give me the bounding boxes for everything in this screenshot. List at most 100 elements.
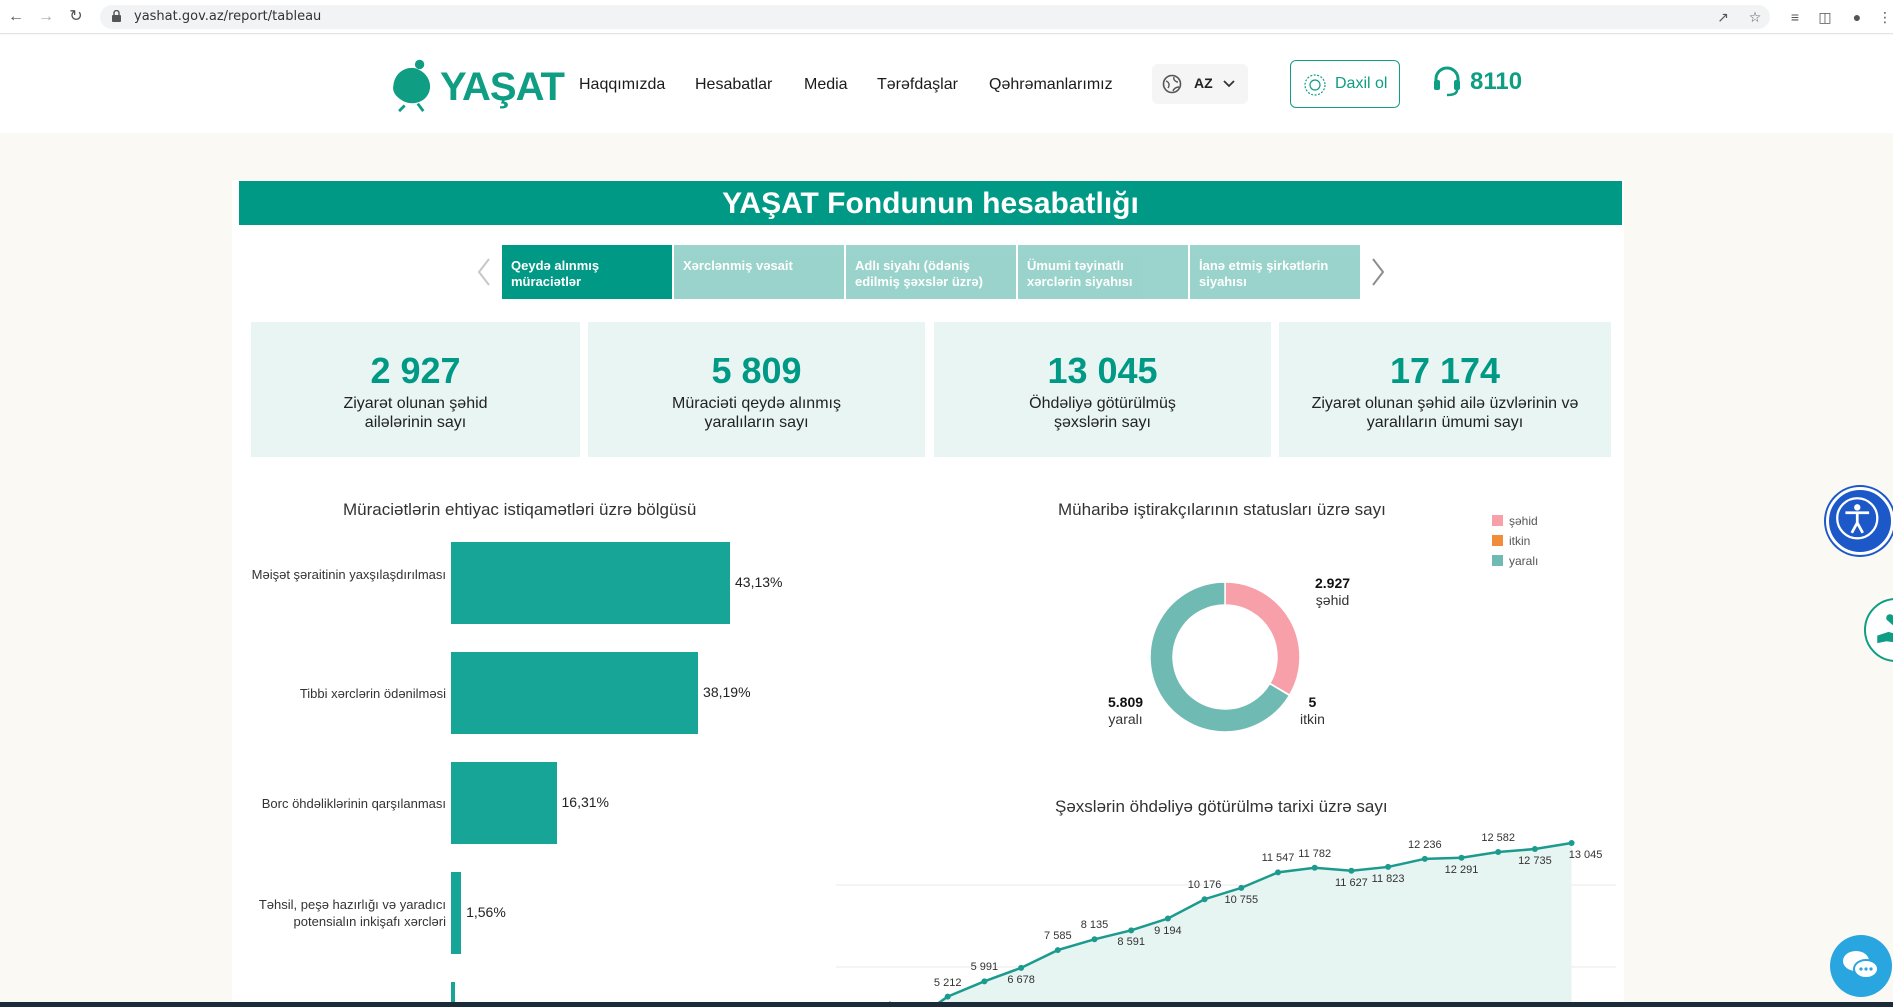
data-point[interactable] — [1018, 964, 1025, 971]
donut-category: şəhid — [1315, 592, 1350, 608]
nav-reports[interactable]: Hesabatlar — [695, 76, 773, 93]
legend-item[interactable]: itkin — [1492, 534, 1530, 548]
data-point[interactable] — [1458, 854, 1465, 861]
yasat-logo-icon[interactable] — [386, 55, 442, 115]
login-button[interactable]: Daxil ol — [1290, 60, 1400, 108]
address-bar[interactable] — [100, 5, 1770, 29]
series-line — [889, 841, 1572, 1002]
bar-value-label: 43,13% — [735, 574, 783, 590]
bar[interactable] — [451, 982, 455, 1002]
bar[interactable] — [451, 542, 730, 624]
data-label: 9 194 — [1154, 924, 1182, 937]
tab-donor-companies[interactable]: İanə etmiş şirkətlərin siyahısı — [1190, 245, 1360, 299]
data-point[interactable] — [1091, 936, 1098, 943]
login-label: Daxil ol — [1335, 75, 1388, 92]
chat-button[interactable] — [1830, 935, 1892, 997]
donut-data-label: 5.809 yaralı — [1108, 694, 1143, 728]
data-label: 10 755 — [1224, 893, 1259, 906]
data-point[interactable] — [1568, 839, 1575, 846]
donut-category: yaralı — [1108, 711, 1143, 727]
nav-heroes[interactable]: Qəhrəmanlarımız — [989, 76, 1113, 93]
data-point[interactable] — [1385, 863, 1392, 870]
nav-media[interactable]: Media — [804, 76, 848, 93]
data-point[interactable] — [1238, 884, 1245, 891]
menu-icon[interactable]: ⋮ — [1878, 9, 1892, 25]
data-label: 10 176 — [1187, 879, 1222, 892]
legend-label: yaralı — [1509, 554, 1539, 568]
reload-icon[interactable]: ↻ — [69, 8, 83, 25]
side-panel-icon[interactable]: ◫ — [1818, 9, 1832, 25]
hotline-number[interactable]: 8110 — [1470, 68, 1523, 95]
globe-icon — [1162, 74, 1182, 94]
data-label: 8 135 — [1080, 919, 1109, 932]
data-point[interactable] — [1275, 869, 1281, 876]
accessibility-button[interactable] — [1826, 487, 1893, 555]
donut-slice[interactable] — [1149, 581, 1291, 733]
logo-text[interactable]: YAŞAT — [440, 65, 565, 109]
kpi-value: 13 045 — [1047, 350, 1158, 391]
legend-swatch — [1492, 515, 1503, 526]
tab-spent-funds[interactable]: Xərclənmiş vəsait — [674, 245, 844, 299]
bar-category-label: Tibbi xərclərin ödənilməsi — [299, 685, 446, 701]
data-point[interactable] — [1128, 927, 1135, 934]
page-title: YAŞAT Fondunun hesabatlığı — [239, 181, 1622, 225]
forward-icon[interactable]: → — [38, 8, 54, 25]
donut-slice[interactable] — [1224, 581, 1301, 697]
data-point[interactable] — [1495, 849, 1502, 856]
data-point[interactable] — [944, 993, 951, 1000]
kpi-value: 17 174 — [1389, 350, 1501, 391]
tab-named-list[interactable]: Adlı siyahı (ödəniş edilmiş şəxslər üzrə… — [846, 245, 1016, 299]
data-point[interactable] — [981, 978, 988, 985]
data-label: 12 582 — [1481, 832, 1516, 845]
data-label: 12 236 — [1407, 838, 1442, 851]
share-icon[interactable]: ↗ — [1717, 9, 1729, 25]
donut-category: itkin — [1300, 711, 1325, 727]
nav-about[interactable]: Haqqımızda — [579, 76, 666, 93]
language-select[interactable]: AZ — [1152, 64, 1248, 104]
kpi-label: Ziyarət olunan şəhid ailələrinin sayı — [343, 395, 488, 431]
profile-icon[interactable]: ● — [1852, 9, 1862, 25]
bar[interactable] — [451, 652, 699, 734]
area-fill — [889, 842, 1572, 1002]
data-label: 13 045 — [1568, 848, 1603, 861]
legend-item[interactable]: şəhid — [1492, 514, 1538, 528]
tab-registered-applications[interactable]: Qeydə alınmış müraciətlər — [502, 245, 672, 299]
url-text[interactable]: yashat.gov.az/report/tableau — [134, 9, 322, 24]
data-point[interactable] — [1348, 867, 1355, 874]
chevron-right-icon[interactable] — [1368, 256, 1388, 288]
star-icon[interactable]: ☆ — [1748, 9, 1762, 25]
donut-data-label: 2.927 şəhid — [1315, 575, 1350, 609]
data-point[interactable] — [1311, 864, 1318, 871]
donate-button[interactable] — [1864, 598, 1893, 662]
data-point[interactable] — [1164, 915, 1171, 922]
nav-partners[interactable]: Tərəfdaşlar — [877, 76, 958, 93]
back-icon[interactable]: ← — [8, 8, 24, 25]
bar[interactable] — [451, 762, 557, 844]
data-point[interactable] — [1054, 947, 1061, 954]
data-label: 12 735 — [1518, 855, 1552, 868]
kpi-card: 13 045 Öhdəliyə götürülmüş şəxslərin say… — [934, 322, 1271, 457]
data-point[interactable] — [1421, 855, 1428, 862]
donate-heart-icon — [1877, 614, 1893, 644]
chat-icon — [1843, 951, 1879, 979]
donut-value: 5.809 — [1108, 694, 1144, 710]
headset-icon — [1434, 66, 1460, 97]
data-label: 11 782 — [1298, 847, 1332, 860]
reading-list-icon[interactable]: ≡ — [1790, 9, 1800, 25]
donut-data-label: 5 itkin — [1300, 694, 1325, 728]
area-chart — [836, 839, 1616, 1002]
data-label: 12 291 — [1444, 863, 1479, 876]
tab-general-expenses[interactable]: Ümumi təyinatlı xərclərin siyahısı — [1018, 245, 1188, 299]
legend-item[interactable]: yaralı — [1492, 554, 1538, 568]
area-chart-title: Şəxslərin öhdəliyə götürülmə tarixi üzrə… — [1055, 797, 1388, 816]
bar[interactable] — [451, 872, 462, 954]
donut-value: 5 — [1308, 694, 1317, 710]
lock-icon — [112, 10, 121, 22]
data-point[interactable] — [1201, 896, 1208, 903]
kpi-value: 5 809 — [711, 350, 802, 391]
data-point[interactable] — [1531, 846, 1538, 853]
chevron-left-icon[interactable] — [474, 256, 494, 288]
kpi-card: 5 809 Müraciəti qeydə alınmış yaralıları… — [588, 322, 925, 457]
donut-chart-title: Müharibə iştirakçılarının statusları üzr… — [1058, 500, 1386, 519]
kpi-value: 2 927 — [370, 350, 461, 391]
